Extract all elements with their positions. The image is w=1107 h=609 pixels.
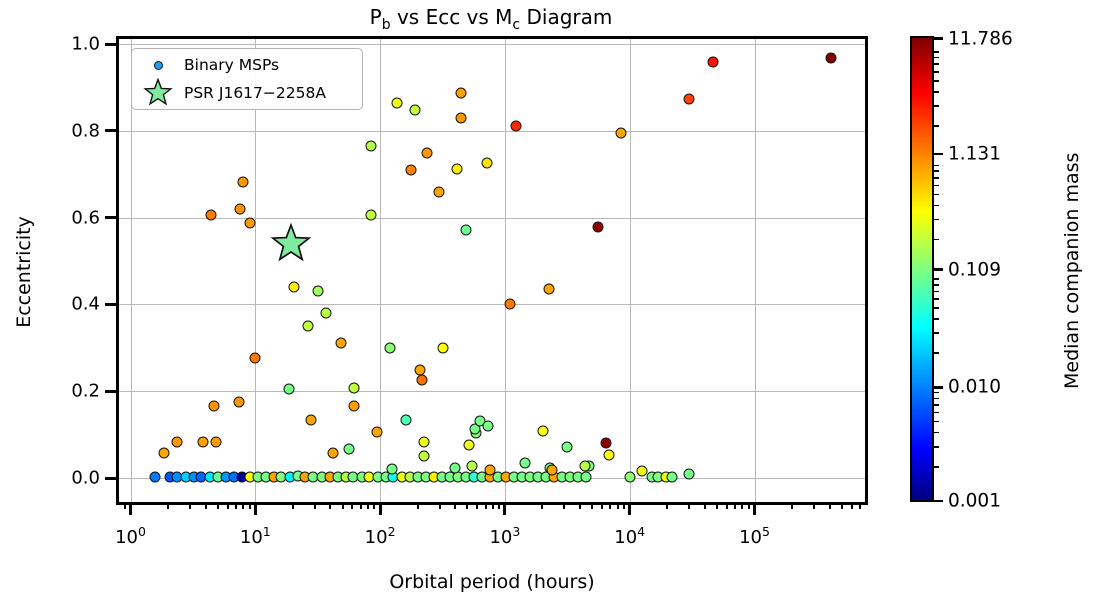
gridline-horizontal	[119, 44, 865, 45]
colorbar-tick-label: 0.001	[948, 490, 1001, 512]
colorbar-minor-tick	[934, 56, 939, 59]
colorbar-minor-tick	[934, 177, 939, 179]
colorbar-minor-tick	[934, 125, 939, 127]
colorbar-minor-tick	[934, 170, 939, 172]
colorbar-minor-tick	[934, 307, 939, 309]
y-axis-label: Eccentricity	[13, 216, 35, 328]
legend: Binary MSPs PSR J1617−2258A	[131, 48, 363, 110]
legend-label-binary-msps: Binary MSPs	[184, 56, 280, 74]
colorbar-minor-tick	[934, 391, 939, 394]
legend-entry-psr: PSR J1617−2258A	[132, 78, 362, 108]
chart-title: Pb vs Ecc vs Mc Diagram	[116, 5, 866, 33]
title-part: vs Ecc vs M	[390, 5, 513, 29]
gridline-horizontal	[119, 478, 865, 479]
colorbar-minor-tick	[934, 332, 939, 334]
colorbar-minor-tick	[934, 397, 939, 400]
colorbar-label-text: Median companion mass (M	[1061, 152, 1083, 390]
colorbar-major-tick	[934, 268, 943, 271]
colorbar-minor-tick	[934, 164, 939, 167]
colorbar-minor-tick	[934, 284, 939, 286]
legend-marker-cell	[132, 60, 184, 70]
colorbar-minor-tick	[934, 278, 939, 280]
colorbar-minor-tick	[934, 411, 939, 414]
colorbar-minor-tick	[934, 404, 939, 406]
colorbar-major-tick	[934, 499, 943, 503]
colorbar-minor-tick	[934, 80, 939, 82]
legend-label-psr: PSR J1617−2258A	[184, 84, 326, 102]
colorbar-minor-tick	[934, 71, 939, 73]
colorbar	[910, 36, 934, 502]
gridline-vertical	[754, 39, 756, 502]
gridline-horizontal	[119, 130, 865, 132]
gridline-vertical	[130, 39, 132, 502]
colorbar-major-tick	[934, 152, 943, 156]
x-axis-tick-label: 105	[739, 524, 770, 548]
colorbar-minor-tick	[934, 290, 939, 293]
y-axis-tick-label: 0.0	[71, 467, 100, 489]
colorbar-minor-tick	[934, 204, 939, 207]
colorbar-minor-tick	[934, 51, 939, 53]
x-axis-tick-label: 104	[614, 524, 646, 548]
gridline-horizontal	[119, 391, 865, 393]
x-axis-tick-label: 102	[364, 524, 396, 548]
colorbar-minor-tick	[934, 446, 939, 448]
y-axis-tick-label: 0.2	[71, 380, 100, 402]
colorbar-major-tick	[934, 37, 943, 40]
star-marker-icon	[143, 78, 173, 106]
gridline-vertical	[380, 39, 382, 502]
title-part: P	[369, 5, 382, 29]
x-axis-tick-label: 101	[239, 524, 271, 548]
colorbar-minor-tick	[934, 298, 939, 300]
legend-marker-cell	[132, 78, 184, 108]
gridline-vertical	[504, 39, 506, 502]
y-axis-tick-label: 1.0	[71, 33, 100, 55]
y-axis-tick-label: 0.4	[71, 293, 100, 315]
x-axis-tick-label: 103	[489, 524, 521, 548]
y-axis-tick-label: 0.6	[71, 207, 100, 229]
colorbar-label: Median companion mass (M☉)	[952, 151, 1107, 391]
gridline-vertical	[629, 39, 631, 502]
gridline-vertical	[255, 39, 257, 502]
gridline-horizontal	[119, 217, 865, 219]
legend-entry-binary-msps: Binary MSPs	[132, 52, 362, 78]
colorbar-minor-tick	[934, 318, 939, 320]
colorbar-minor-tick	[934, 431, 939, 434]
colorbar-minor-tick	[934, 105, 939, 107]
title-part: Diagram	[520, 5, 613, 29]
y-axis-tick-label: 0.8	[71, 120, 100, 142]
x-axis-label: Orbital period (hours)	[389, 571, 595, 593]
title-subscript-c: c	[512, 17, 521, 33]
colorbar-minor-tick	[934, 193, 939, 196]
colorbar-minor-tick	[934, 91, 939, 93]
colorbar-minor-tick	[934, 63, 939, 65]
colorbar-major-tick	[934, 386, 943, 389]
colorbar-minor-tick	[934, 184, 939, 187]
colorbar-minor-tick	[934, 352, 939, 354]
gridline-horizontal	[119, 304, 865, 306]
colorbar-minor-tick	[934, 466, 939, 468]
circle-marker-icon	[153, 60, 163, 70]
colorbar-minor-tick	[934, 238, 939, 241]
colorbar-tick-label: 11.786	[948, 28, 1013, 49]
x-axis-tick-label: 100	[115, 524, 146, 548]
colorbar-minor-tick	[934, 218, 939, 221]
title-subscript-b: b	[381, 17, 391, 33]
colorbar-minor-tick	[934, 420, 939, 423]
